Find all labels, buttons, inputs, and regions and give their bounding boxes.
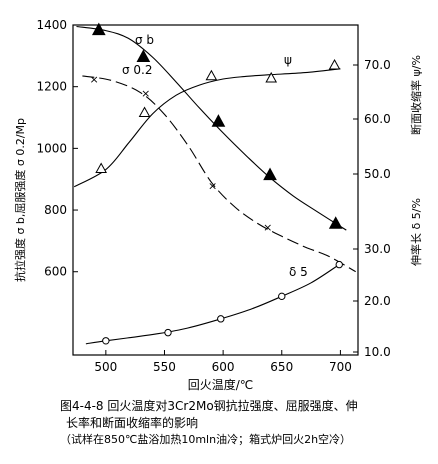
data-point-sigma-b xyxy=(136,49,151,62)
x-tick-label: 550 xyxy=(153,360,176,374)
figure-caption-line-1: 图4-4-8 回火温度对3Cr2Mo钢抗拉强度、屈服强度、伸 xyxy=(60,399,358,413)
y-left-tick-label: 1200 xyxy=(36,80,67,94)
data-point-delta-5 xyxy=(278,292,286,301)
series-label: σ 0.2 xyxy=(122,63,153,77)
data-point-sigma-b xyxy=(211,114,226,127)
y-left-tick-label: 1000 xyxy=(36,141,67,155)
data-point-sigma-b xyxy=(91,22,106,36)
y-right-tick-label: 10.0 xyxy=(364,345,391,359)
plot-frame xyxy=(72,24,359,356)
curves xyxy=(73,25,356,345)
data-point-sigma-0-2: × xyxy=(141,87,150,100)
series-line-0 xyxy=(76,25,347,231)
y-right-axis-label-top: 断面收缩率 ψ/% xyxy=(409,55,423,135)
data-point-sigma-b xyxy=(263,167,277,181)
axes xyxy=(72,24,359,356)
y-right-tick-label: 30.0 xyxy=(364,242,391,256)
series-line-3 xyxy=(85,264,340,345)
y-right-tick-label: 60.0 xyxy=(364,112,391,126)
data-point-delta-5 xyxy=(102,337,110,345)
data-point-sigma-0-2: × xyxy=(90,73,99,86)
chart: × × × × 500 550 600 650 700 600 800 1000 1200 1400 10… xyxy=(13,18,423,392)
labels: 500 550 600 650 700 600 800 1000 1200 1400 10.0 20.… xyxy=(13,18,423,392)
y-right-tick-label: 20.0 xyxy=(364,294,391,308)
y-right-tick-label: 50.0 xyxy=(364,167,391,181)
x-tick-label: 500 xyxy=(94,360,117,374)
y-left-tick-label: 600 xyxy=(44,265,67,279)
series-label: δ 5 xyxy=(289,265,308,279)
data-point-psi xyxy=(138,106,151,118)
markers: × × × × xyxy=(90,22,343,345)
data-point-sigma-0-2: × xyxy=(208,179,217,192)
data-point-delta-5 xyxy=(164,328,172,337)
data-point-psi xyxy=(205,69,218,81)
data-point-psi xyxy=(265,71,278,83)
series-line-2 xyxy=(73,68,341,188)
series-label: ψ xyxy=(284,53,292,67)
x-tick-label: 700 xyxy=(329,360,352,374)
data-point-psi xyxy=(95,162,107,173)
y-left-axis-label: 抗拉强度 σ b,屈服强度 σ 0.2/Mp xyxy=(13,118,27,282)
series-line-1 xyxy=(82,75,356,273)
y-left-tick-label: 1400 xyxy=(36,18,67,32)
figure-caption-note: （试样在850℃盐浴加热10mln油冷；箱式炉回火2h空冷） xyxy=(60,433,352,446)
data-point-sigma-b xyxy=(328,216,343,229)
data-point-sigma-0-2: × xyxy=(263,221,272,234)
y-right-axis-label-bottom: 伸率长 δ 5/% xyxy=(409,198,423,266)
data-point-delta-5 xyxy=(335,260,343,269)
data-point-delta-5 xyxy=(217,315,225,323)
x-tick-label: 600 xyxy=(212,360,235,374)
x-tick-label: 650 xyxy=(270,360,293,374)
y-left-tick-label: 800 xyxy=(44,203,67,217)
x-axis-label: 回火温度/℃ xyxy=(188,377,254,392)
data-point-psi xyxy=(328,58,341,70)
y-right-tick-label: 70.0 xyxy=(364,58,391,72)
figure-caption-line-2: 长率和断面收缩率的影响 xyxy=(66,416,199,430)
series-label: σ b xyxy=(135,33,154,47)
